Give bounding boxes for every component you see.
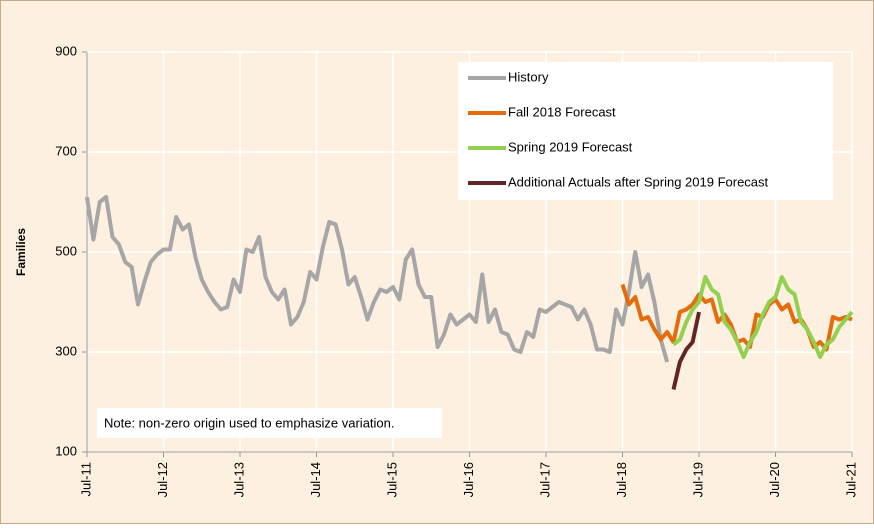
x-tick-label: Jul-17 [537,462,552,497]
y-tick-label: 700 [55,143,77,158]
legend-label: History [508,69,549,84]
x-tick-label: Jul-16 [461,462,476,497]
x-tick-label: Jul-20 [767,462,782,497]
y-tick-label: 500 [55,243,77,258]
series-line [672,275,854,359]
note-box [97,408,442,438]
x-tick-label: Jul-12 [155,462,170,497]
x-tick-label: Jul-11 [78,462,93,496]
x-tick-label: Jul-21 [843,462,858,497]
note: Note: non-zero origin used to emphasize … [104,415,395,430]
x-tick-label: Jul-19 [690,462,705,497]
legend-label: Additional Actuals after Spring 2019 For… [508,174,769,189]
legend-box [458,62,833,200]
y-axis-label: Families [14,228,28,276]
y-tick-label: 100 [55,443,77,458]
legend-label: Fall 2018 Forecast [508,104,616,119]
series-line [671,311,701,390]
y-tick-label: 900 [55,43,77,58]
series-line [85,195,670,363]
x-tick-label: Jul-15 [384,462,399,497]
y-tick-label: 300 [55,343,77,358]
x-tick-label: Jul-14 [308,462,323,497]
x-tick-label: Jul-13 [231,462,246,497]
legend-label: Spring 2019 Forecast [508,139,633,154]
x-tick-label: Jul-18 [614,462,629,497]
